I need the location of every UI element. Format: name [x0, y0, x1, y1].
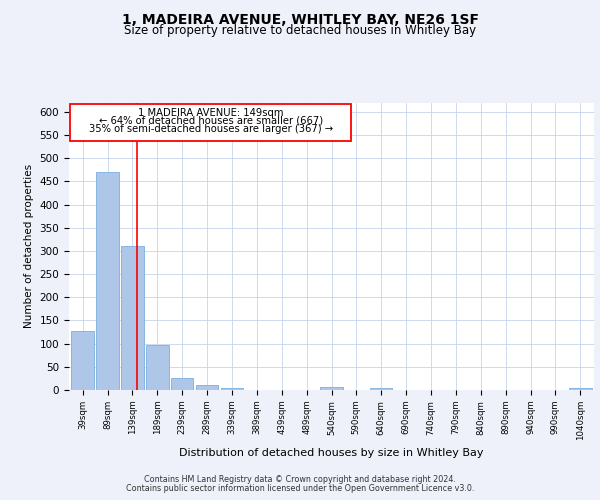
Text: 1 MADEIRA AVENUE: 149sqm: 1 MADEIRA AVENUE: 149sqm	[138, 108, 284, 118]
Bar	[569, 388, 592, 390]
Bar	[370, 388, 392, 390]
Bar	[221, 388, 243, 390]
Bar	[196, 386, 218, 390]
Bar	[97, 172, 119, 390]
Text: 35% of semi-detached houses are larger (367) →: 35% of semi-detached houses are larger (…	[89, 124, 333, 134]
Bar	[121, 246, 143, 390]
Bar	[320, 387, 343, 390]
Y-axis label: Number of detached properties: Number of detached properties	[24, 164, 34, 328]
Bar	[171, 378, 193, 390]
Text: Size of property relative to detached houses in Whitley Bay: Size of property relative to detached ho…	[124, 24, 476, 37]
Text: Contains public sector information licensed under the Open Government Licence v3: Contains public sector information licen…	[126, 484, 474, 493]
Text: Contains HM Land Registry data © Crown copyright and database right 2024.: Contains HM Land Registry data © Crown c…	[144, 475, 456, 484]
Bar	[146, 346, 169, 390]
Text: 1, MADEIRA AVENUE, WHITLEY BAY, NE26 1SF: 1, MADEIRA AVENUE, WHITLEY BAY, NE26 1SF	[121, 12, 479, 26]
FancyBboxPatch shape	[70, 104, 352, 141]
Text: ← 64% of detached houses are smaller (667): ← 64% of detached houses are smaller (66…	[99, 116, 323, 126]
Bar	[71, 330, 94, 390]
X-axis label: Distribution of detached houses by size in Whitley Bay: Distribution of detached houses by size …	[179, 448, 484, 458]
